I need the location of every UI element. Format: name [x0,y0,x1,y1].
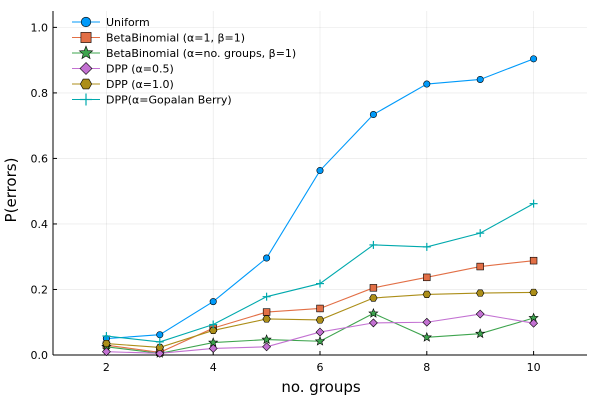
legend-entry: DPP(α=Gopalan Berry) [72,93,232,107]
data-point [368,318,378,328]
legend: Uniform BetaBinomial (α=1, β=1) BetaBinomi… [72,16,296,107]
data-point [78,45,94,60]
legend-label: DPP(α=Gopalan Berry) [106,94,232,107]
legend-label: DPP (α=1.0) [106,78,174,91]
data-point [209,298,217,306]
legend-entry: DPP (α=1.0) [72,78,174,91]
legend-label: BetaBinomial (α=1, β=1) [106,32,245,45]
data-point [79,78,93,90]
data-point [476,75,484,83]
data-point [476,289,485,297]
x-tick-label: 8 [423,361,430,374]
data-point [155,348,165,358]
data-point [80,93,92,106]
data-point [475,328,486,339]
data-point [529,199,538,208]
data-point [369,111,377,119]
data-point [475,309,485,319]
data-point [369,284,378,292]
data-point [422,290,431,298]
legend-entry: BetaBinomial (α=no. groups, β=1) [72,45,296,60]
data-point [529,288,538,297]
data-point [208,344,218,353]
data-point [262,308,271,316]
y-tick-label: 0.4 [31,218,49,231]
data-point [423,80,431,88]
y-tick-label: 1.0 [31,21,49,34]
y-tick-label: 0.2 [31,283,49,296]
data-point [422,317,432,327]
series-4 [101,309,539,358]
legend-label: BetaBinomial (α=no. groups, β=1) [106,47,296,60]
data-point [315,327,325,337]
data-point [102,331,111,340]
data-point [80,32,92,43]
y-tick-label: 0.0 [31,349,49,362]
legend-label: DPP (α=0.5) [106,63,174,76]
data-point [155,337,164,346]
data-point [263,254,271,262]
y-axis-label: P(errors) [2,158,20,223]
data-point [155,343,164,352]
data-point [156,331,164,339]
y-tick-label: 0.8 [31,87,49,100]
data-point [423,273,431,282]
data-point [262,342,272,352]
data-point [209,326,218,335]
data-point [209,320,218,329]
x-tick-label: 10 [527,361,541,374]
data-point [529,318,539,328]
legend-entry: Uniform [72,16,150,29]
data-point [262,292,271,301]
data-point [79,62,93,75]
data-point [422,242,431,251]
data-point [530,55,538,63]
series-5 [102,288,538,352]
legend-label: Uniform [106,16,150,29]
data-point [262,315,271,323]
axes: 2 4 6 8 10 0.0 0.2 0.4 0.6 0.8 1.0 [31,11,587,374]
data-point [101,347,111,357]
x-tick-label: 6 [317,361,324,374]
data-point [316,279,324,288]
data-point [476,229,485,238]
data-point [261,334,272,344]
data-point [316,167,324,175]
legend-entry: BetaBinomial (α=1, β=1) [72,32,245,45]
data-point [102,339,111,348]
data-point [369,240,378,249]
data-point [80,16,92,28]
x-tick-label: 2 [103,361,110,374]
data-point [369,294,378,302]
data-point [368,307,379,318]
data-point [314,335,326,346]
data-point [315,316,325,324]
x-axis-label: no. groups [281,378,361,396]
data-point [476,262,484,271]
series-layer [101,55,539,358]
y-tick-label: 0.6 [31,152,49,165]
data-point [421,331,432,342]
data-point [316,304,324,313]
x-tick-label: 4 [210,361,217,374]
series-6 [102,199,538,346]
legend-entry: DPP (α=0.5) [72,62,174,76]
series-1 [102,55,538,343]
data-point [529,256,538,265]
